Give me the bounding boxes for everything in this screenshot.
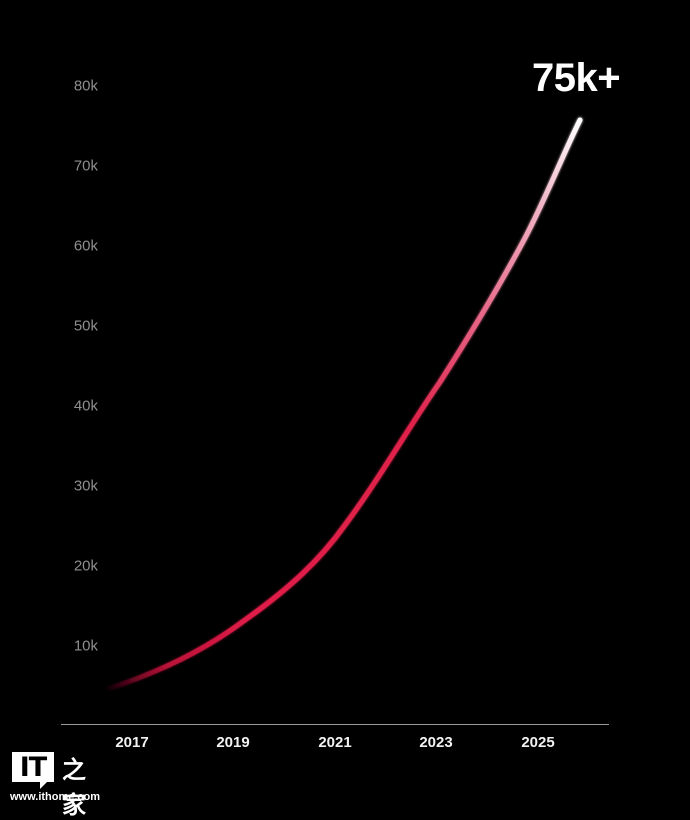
ithome-logo-icon: IT (12, 752, 54, 783)
y-tick-label: 70k (73, 157, 98, 175)
y-tick-label: 60k (73, 237, 98, 255)
x-tick-label: 2025 (521, 734, 555, 751)
y-tick-label: 80k (73, 77, 98, 95)
watermark-url: www.ithome.com (10, 791, 101, 803)
logo-chinese-text: 之家 (62, 755, 88, 819)
x-tick-label: 2017 (115, 734, 149, 751)
y-tick-label: 40k (73, 397, 98, 415)
y-tick-label: 20k (73, 557, 98, 575)
x-tick-label: 2023 (419, 734, 453, 751)
y-tick-label: 50k (73, 317, 98, 335)
y-tick-label: 10k (73, 637, 98, 655)
x-tick-label: 2019 (216, 734, 250, 751)
growth-curve (102, 117, 583, 693)
logo-speech-tail (40, 781, 48, 789)
x-axis-line (61, 724, 609, 725)
x-tick-label: 2021 (318, 734, 352, 751)
y-tick-label: 30k (73, 477, 98, 495)
value-callout: 75k+ (532, 56, 621, 100)
